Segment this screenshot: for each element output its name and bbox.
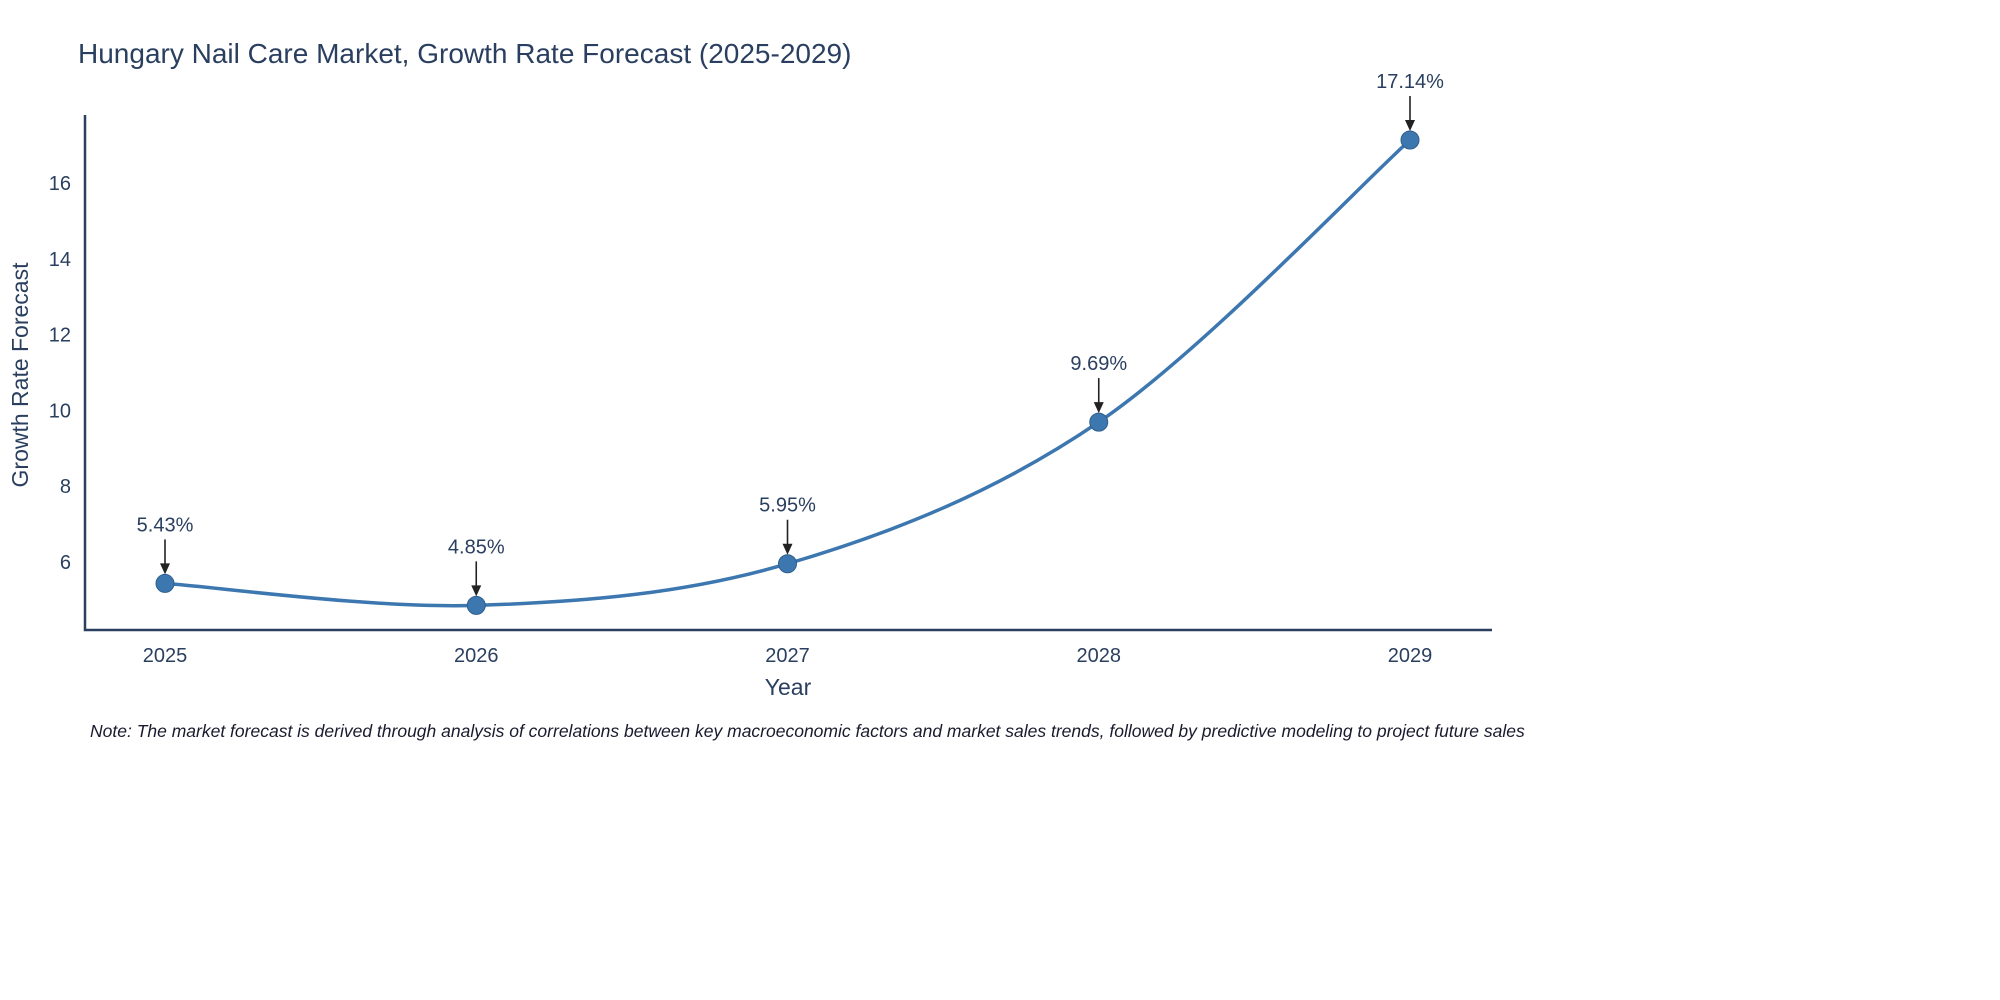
y-tick-label: 16 bbox=[49, 173, 71, 195]
annotation-arrowhead bbox=[471, 585, 482, 597]
plot-area: 6 8 10 12 14 16 2025 2026 2027 2028 2029 5.43% 4.85%… bbox=[49, 71, 1492, 667]
trend-line bbox=[163, 138, 1412, 608]
annotation-arrowhead bbox=[1093, 402, 1104, 414]
annotation-arrowhead bbox=[1405, 119, 1415, 131]
x-tick-label: 2025 bbox=[143, 645, 188, 667]
x-tick-label: 2027 bbox=[765, 645, 810, 667]
y-tick-label: 14 bbox=[49, 249, 71, 271]
data-point[interactable] bbox=[466, 595, 486, 615]
data-point[interactable] bbox=[155, 573, 175, 593]
note-text: Note: The market forecast is derived thr… bbox=[90, 721, 1525, 741]
annotation-label: 4.85% bbox=[448, 536, 505, 558]
y-tick-label: 10 bbox=[49, 400, 71, 422]
chart-title: Hungary Nail Care Market, Growth Rate Fo… bbox=[78, 38, 851, 69]
y-tick-label: 6 bbox=[60, 552, 71, 574]
annotation-arrowhead bbox=[160, 563, 170, 575]
axis-lines bbox=[83, 115, 1492, 632]
x-tick-label: 2028 bbox=[1077, 645, 1122, 667]
x-tick-label: 2026 bbox=[454, 645, 499, 667]
data-point[interactable] bbox=[1089, 412, 1109, 432]
data-point[interactable] bbox=[1400, 130, 1420, 150]
y-tick-label: 8 bbox=[60, 476, 71, 498]
x-tick-label: 2029 bbox=[1388, 645, 1433, 667]
x-axis-title: Year bbox=[765, 674, 812, 700]
annotation-arrowhead bbox=[782, 543, 793, 555]
annotation-label: 17.14% bbox=[1376, 71, 1444, 93]
data-point[interactable] bbox=[778, 554, 797, 574]
annotation-label: 5.43% bbox=[137, 514, 194, 536]
y-axis-title: Growth Rate Forecast bbox=[7, 262, 33, 488]
annotation-label: 5.95% bbox=[759, 495, 816, 517]
y-tick-label: 12 bbox=[49, 325, 71, 347]
annotation-label: 9.69% bbox=[1070, 353, 1127, 375]
